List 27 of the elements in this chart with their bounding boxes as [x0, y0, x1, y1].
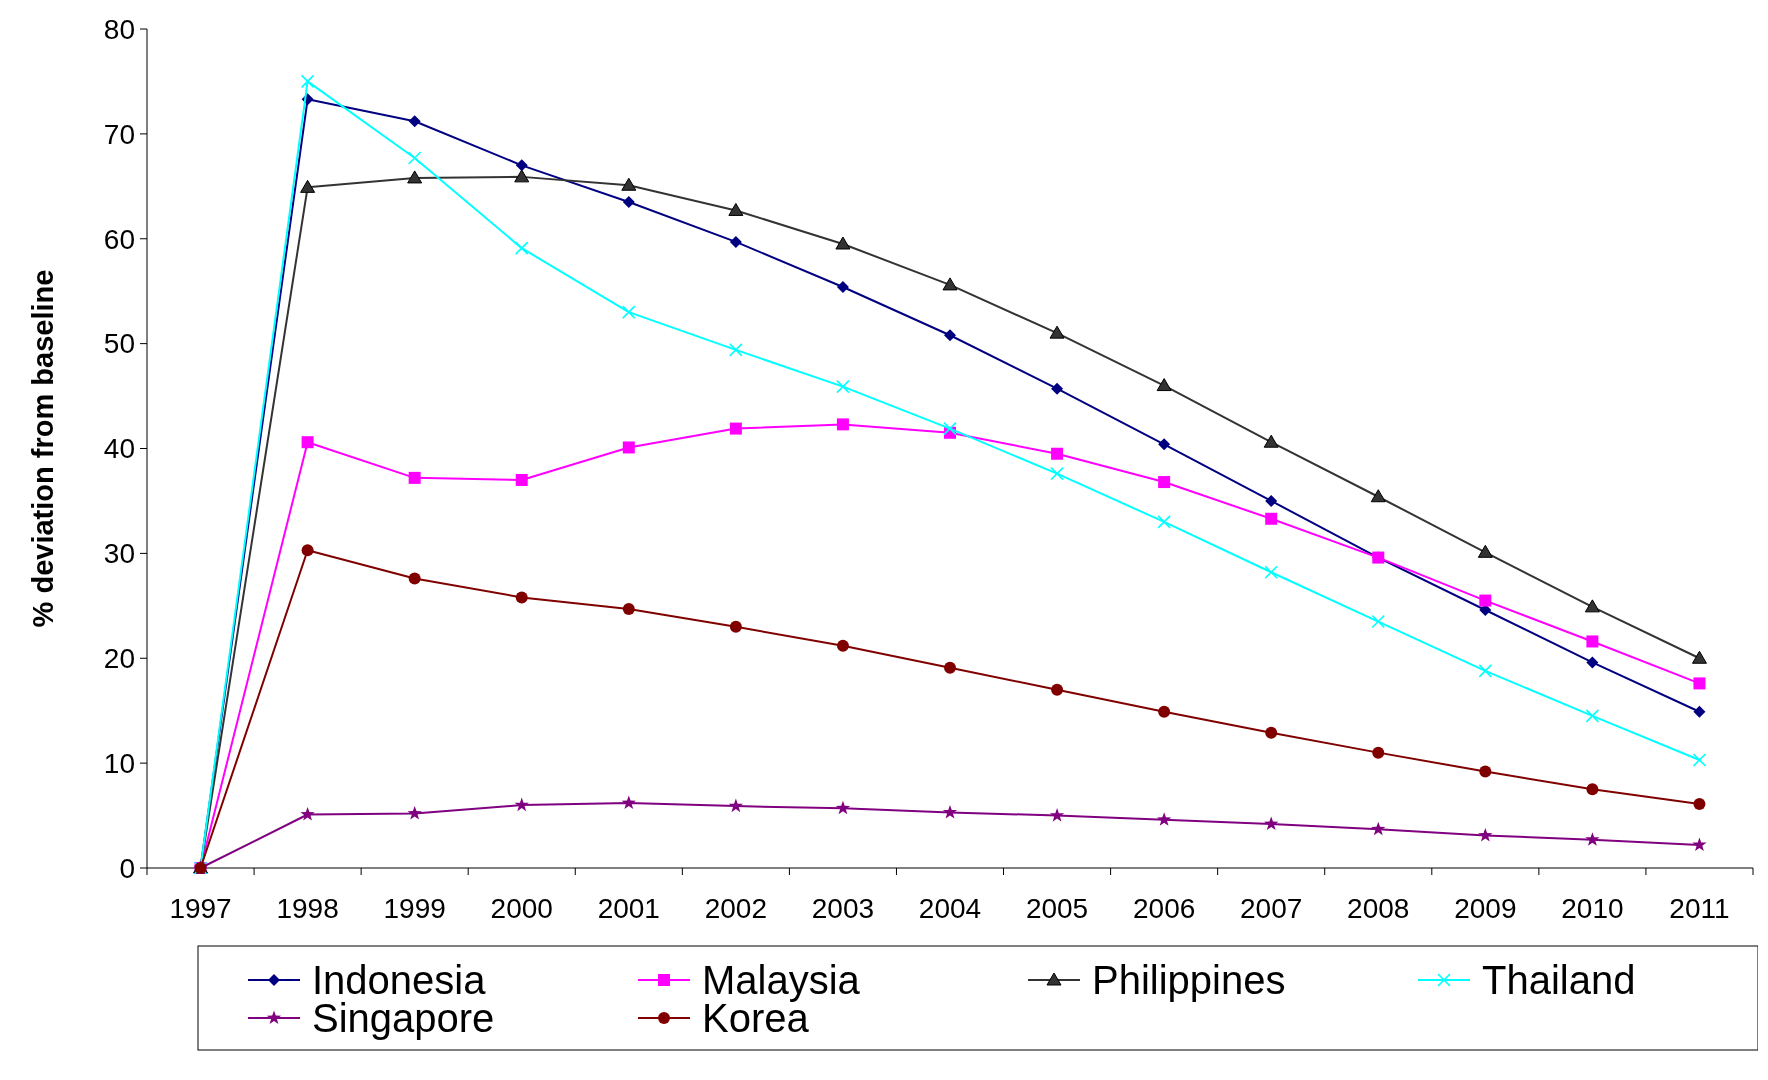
- x-tick-label: 2011: [1669, 893, 1730, 924]
- x-tick-label: 2009: [1454, 893, 1517, 924]
- x-tick-label: 2006: [1132, 893, 1196, 924]
- y-axis-title: % deviation from baseline: [27, 269, 59, 628]
- x-tick-label: 2010: [1561, 893, 1624, 924]
- y-tick-label: 50: [103, 328, 135, 360]
- x-tick-label: 1999: [383, 893, 446, 924]
- y-tick-label: 30: [103, 538, 135, 570]
- y-tick-label: 60: [103, 223, 135, 255]
- x-tick-label: 1998: [276, 893, 339, 924]
- y-tick-label: 10: [103, 747, 135, 779]
- x-tick-label: 2002: [704, 893, 768, 924]
- x-tick-label: 2005: [1025, 893, 1089, 924]
- legend-label: Philippines: [1092, 958, 1286, 1002]
- x-tick-label: 2003: [811, 893, 875, 924]
- x-tick-label: 2001: [597, 893, 660, 924]
- y-tick-label: 40: [103, 433, 135, 465]
- y-tick-label: 0: [119, 852, 135, 884]
- y-tick-label: 70: [103, 118, 135, 150]
- y-tick-label: 80: [103, 13, 135, 45]
- x-tick-label: 2000: [490, 893, 553, 924]
- y-tick-label: 20: [103, 643, 135, 675]
- x-tick-label: 2004: [918, 893, 982, 924]
- legend-label: Thailand: [1482, 958, 1636, 1002]
- x-tick-label: 2008: [1347, 893, 1410, 924]
- x-tick-label: 1997: [169, 893, 232, 924]
- x-tick-label: 2007: [1240, 893, 1303, 924]
